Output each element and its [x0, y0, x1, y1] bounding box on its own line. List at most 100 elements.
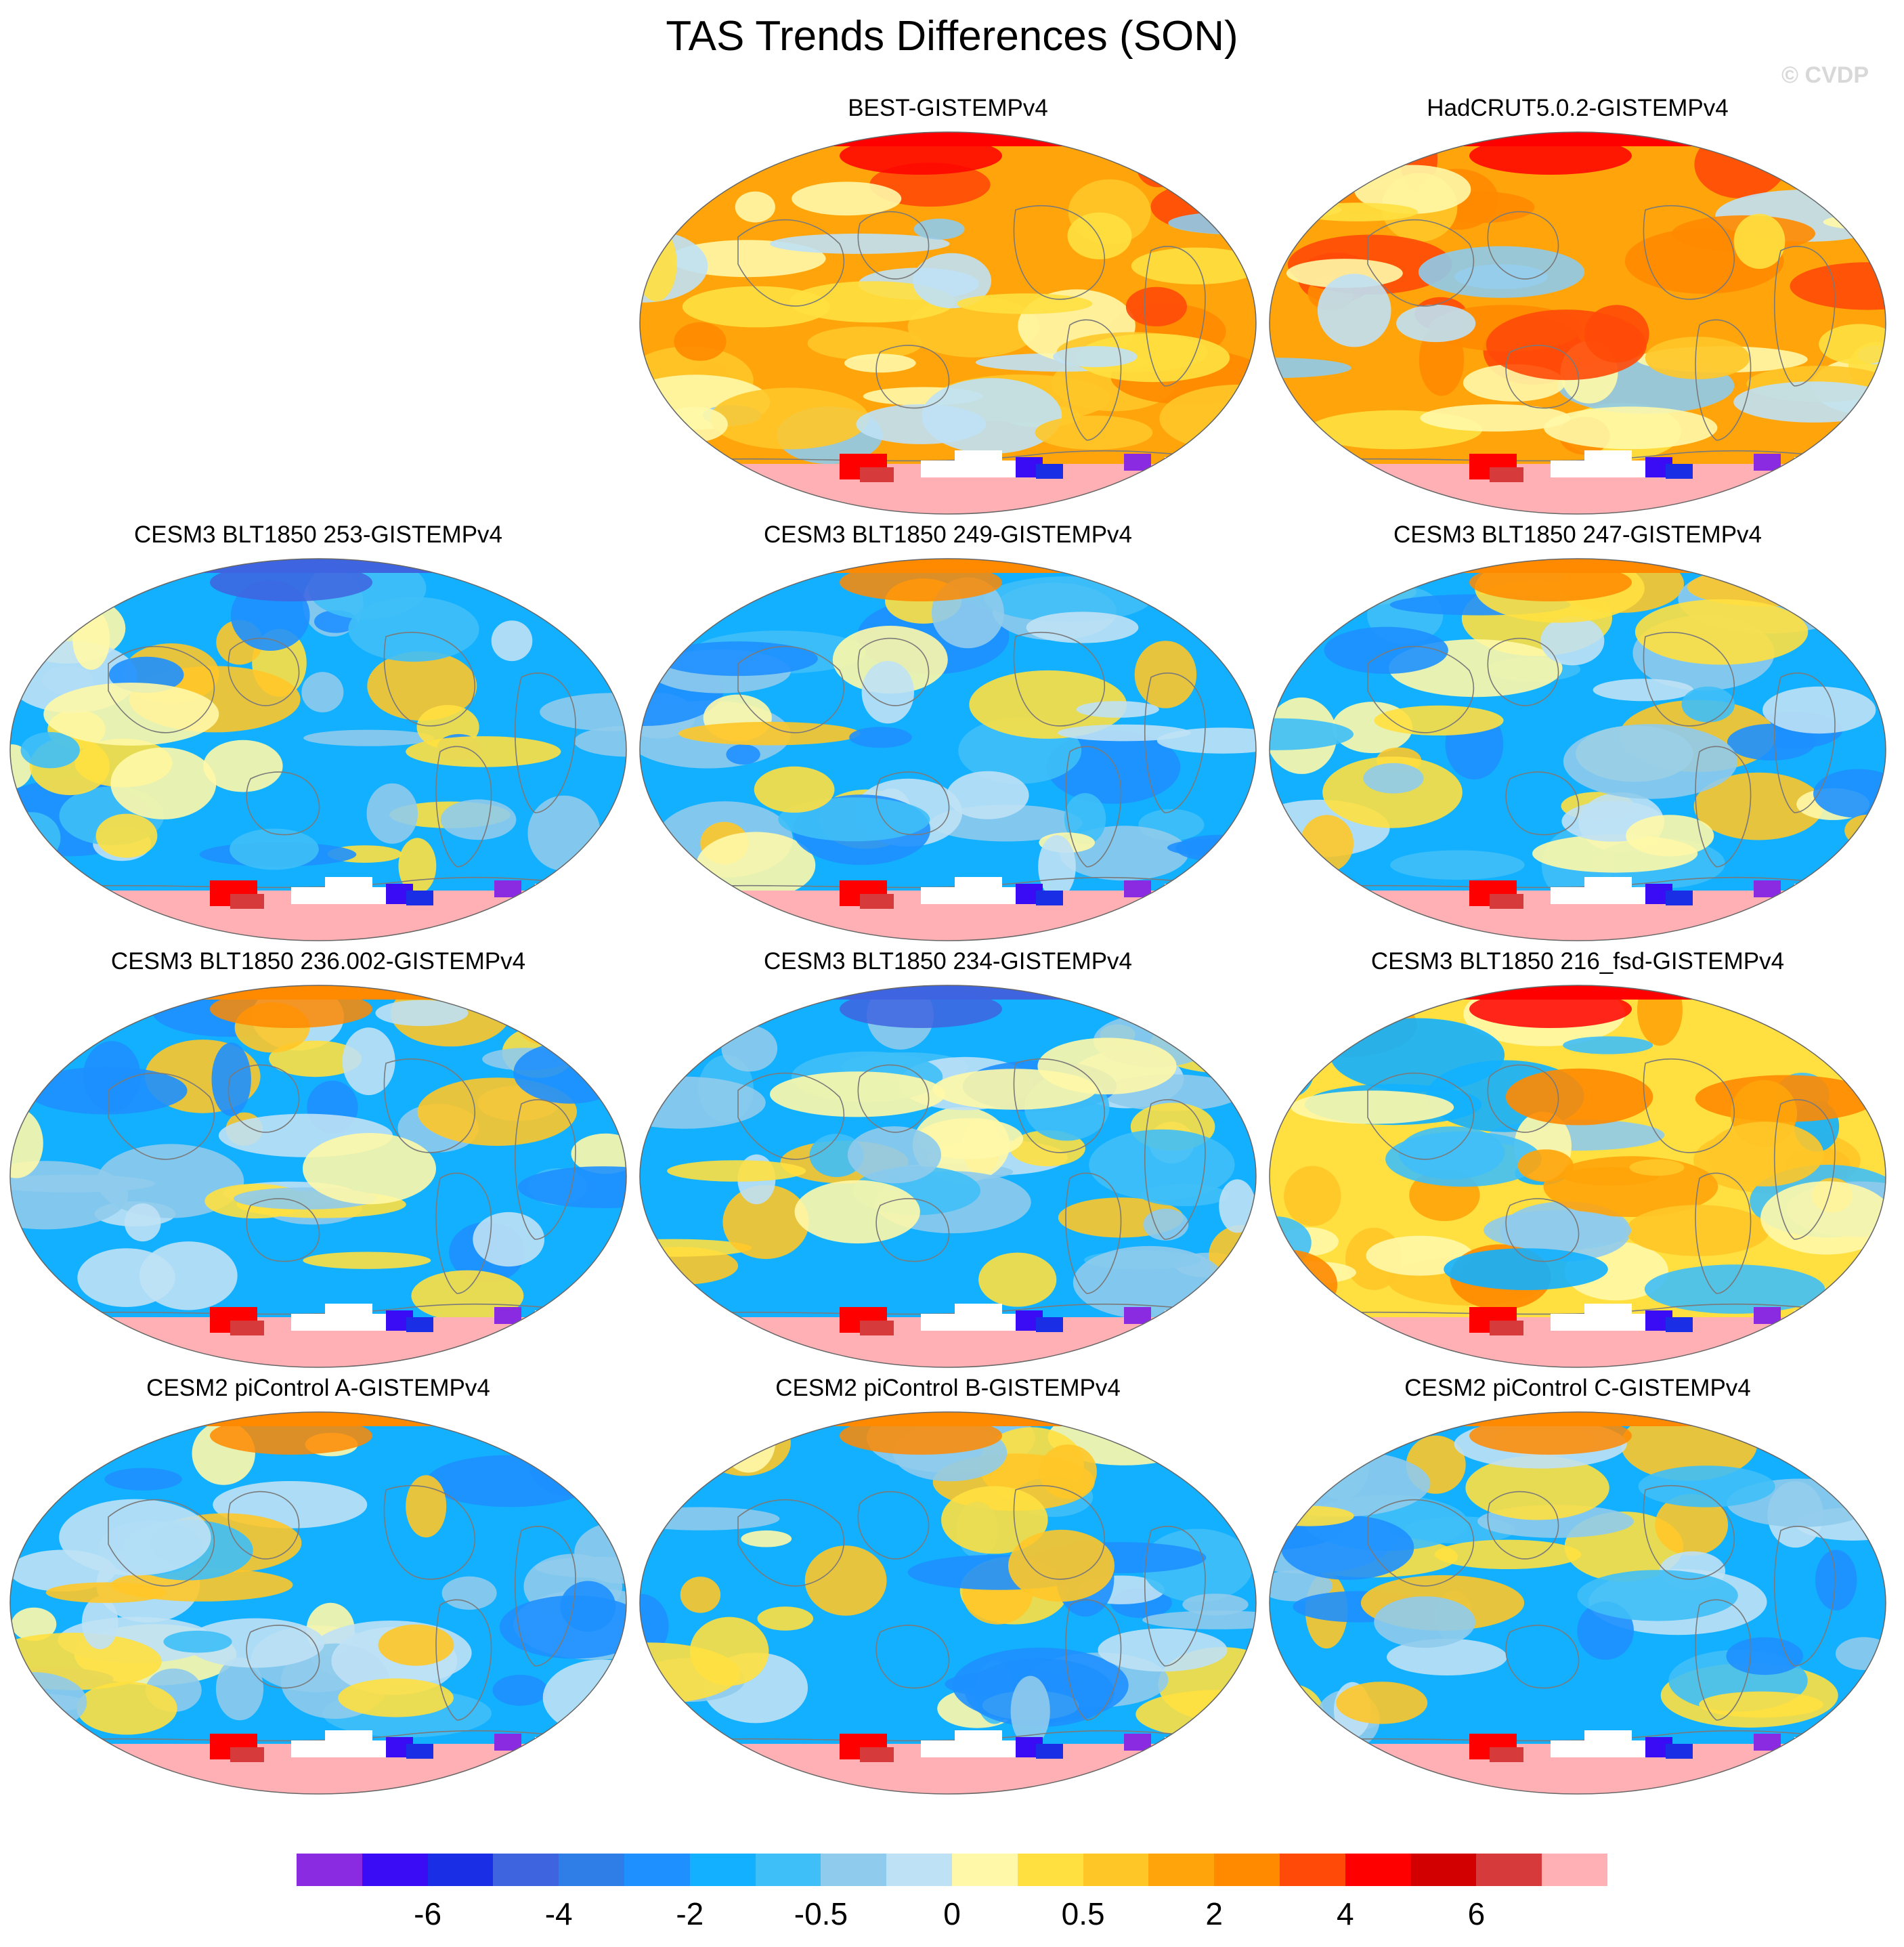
anomaly-region — [1655, 1494, 1729, 1556]
anomaly-region — [1270, 1570, 1333, 1602]
missing-data-mask — [535, 877, 616, 894]
world-map — [1269, 985, 1886, 1368]
antarctic-anomaly — [1270, 891, 1297, 899]
coastline — [383, 631, 476, 727]
anomaly-region — [1324, 626, 1448, 674]
anomaly-region — [1172, 559, 1256, 618]
antarctic-anomaly — [1490, 467, 1523, 482]
panel-title: CESM3 BLT1850 247-GISTEMPv4 — [1393, 521, 1762, 548]
antarctic-anomaly — [1270, 1744, 1297, 1752]
anomaly-region — [72, 608, 110, 670]
missing-data-mask — [1794, 877, 1876, 894]
coastline — [1013, 1058, 1106, 1153]
anomaly-region — [1638, 1465, 1775, 1507]
antarctic-anomaly — [10, 1744, 37, 1752]
panel-title: HadCRUT5.0.2-GISTEMPv4 — [1427, 95, 1729, 121]
anomaly-region — [1035, 415, 1153, 450]
anomaly-region — [406, 736, 561, 767]
missing-data-mask — [921, 1304, 1043, 1331]
anomaly-region — [844, 354, 916, 373]
antarctic-anomaly — [406, 1744, 433, 1759]
anomaly-region — [941, 1486, 1048, 1554]
anomaly-region — [1733, 381, 1886, 423]
anomaly-region — [59, 1499, 211, 1576]
coastline — [246, 1625, 320, 1689]
anomaly-region — [1563, 724, 1738, 799]
anomaly-region — [1385, 1131, 1542, 1187]
missing-data-mask — [1165, 1304, 1246, 1321]
anomaly-region — [1733, 213, 1786, 269]
anomaly-region — [947, 771, 1029, 819]
missing-data-mask — [1165, 1730, 1246, 1747]
coastline — [435, 1172, 492, 1294]
anomaly-region — [230, 828, 319, 870]
anomaly-region — [1038, 835, 1076, 899]
anomaly-region — [574, 725, 626, 757]
antarctic-anomaly — [640, 1744, 667, 1752]
anomaly-region — [1075, 333, 1230, 383]
colorbar-swatch — [427, 1854, 494, 1886]
missing-data-mask — [535, 1730, 616, 1747]
coastline — [1144, 672, 1206, 813]
coastline — [1013, 1484, 1106, 1580]
missing-data-mask — [1794, 450, 1876, 467]
coastline — [1144, 1526, 1206, 1667]
anomaly-region — [1207, 559, 1256, 620]
map-panel: CESM3 BLT1850 253-GISTEMPv4 — [7, 521, 630, 948]
coastline — [1773, 1526, 1836, 1667]
anomaly-region — [303, 729, 435, 746]
coastline — [246, 771, 320, 836]
anomaly-region — [1693, 772, 1823, 840]
anomaly-region — [1053, 346, 1138, 368]
anomaly-region — [26, 1067, 188, 1115]
missing-data-mask — [1551, 1730, 1672, 1757]
colorbar-swatch — [493, 1854, 559, 1886]
anomaly-region — [378, 1624, 454, 1666]
world-map — [9, 1411, 627, 1795]
antarctic-anomaly — [494, 880, 521, 897]
panel-title: CESM2 piControl A-GISTEMPv4 — [146, 1375, 490, 1401]
antarctic-anomaly — [1270, 1317, 1297, 1325]
anomaly-region — [10, 559, 86, 614]
anomaly-region — [1760, 1181, 1886, 1255]
anomaly-region — [792, 181, 902, 216]
missing-data-mask — [1551, 1304, 1672, 1331]
anomaly-region — [794, 1180, 920, 1244]
anomaly-region — [1010, 1675, 1050, 1747]
colorbar-swatch — [1476, 1854, 1542, 1886]
anomaly-region — [1577, 1570, 1738, 1621]
arctic-anomaly — [210, 1417, 372, 1455]
anomaly-region — [832, 626, 948, 694]
anomaly-region — [1296, 202, 1419, 221]
coastline — [857, 637, 930, 706]
anomaly-region — [769, 1071, 945, 1117]
anomaly-region — [517, 1005, 572, 1045]
anomaly-region — [640, 1454, 697, 1472]
arctic-anomaly — [840, 1417, 1002, 1455]
coastline — [1487, 1064, 1559, 1133]
anomaly-region — [1629, 1159, 1685, 1176]
coastline — [737, 645, 845, 733]
anomaly-region — [1167, 839, 1256, 857]
panel-title: BEST-GISTEMPv4 — [848, 95, 1048, 121]
world-map — [1269, 1411, 1886, 1795]
anomaly-region — [473, 1212, 545, 1267]
anomaly-region — [1727, 723, 1816, 761]
colorbar-swatch — [886, 1854, 952, 1886]
colorbar-swatch — [624, 1854, 690, 1886]
anomaly-region — [757, 1606, 814, 1631]
missing-data-mask — [921, 877, 1043, 904]
map-border — [1269, 131, 1886, 515]
coastline — [1695, 746, 1752, 868]
anomaly-region — [721, 1025, 778, 1072]
anomaly-region — [1374, 705, 1504, 735]
anomaly-region — [1167, 1419, 1219, 1479]
colorbar-tick-label: -4 — [544, 1896, 573, 1931]
anomaly-region — [342, 1027, 395, 1096]
anomaly-region — [77, 1248, 175, 1307]
coastline — [1013, 205, 1106, 300]
anomaly-region — [491, 620, 533, 662]
antarctic-anomaly — [1666, 464, 1693, 479]
arctic-anomaly — [1469, 563, 1632, 601]
anomaly-region — [1681, 686, 1735, 723]
